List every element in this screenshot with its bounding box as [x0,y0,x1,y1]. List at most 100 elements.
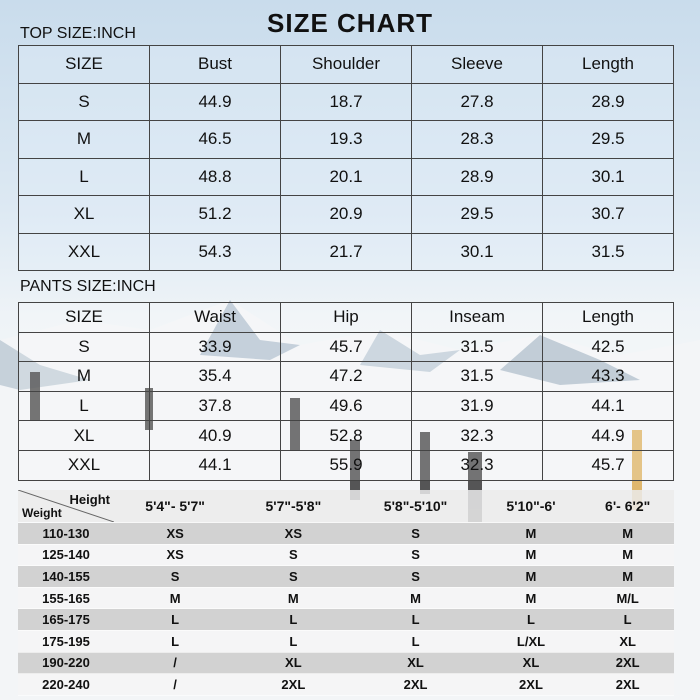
table-cell: 55.9 [280,449,412,481]
table-cell: M [480,565,582,588]
table-cell: 2XL [480,673,582,696]
table-cell: 30.1 [411,232,543,271]
table-cell: 49.6 [280,390,412,422]
table-row: 110-130 XS XS S M M [18,522,674,545]
weight-range-cell: 110-130 [18,522,114,545]
table-row: XL 51.2 20.9 29.5 30.7 [18,195,674,234]
table-row: M 35.4 47.2 31.5 43.3 [18,361,674,392]
table-cell: 32.3 [411,420,543,451]
table-cell: M [480,587,582,610]
table-cell: S [350,522,481,545]
table-row: L 37.8 49.6 31.9 44.1 [18,390,674,422]
table-header-row: SIZE Waist Hip Inseam Length [18,302,674,333]
table-cell: 29.5 [411,195,543,234]
table-cell: 43.3 [542,361,674,392]
table-cell: L [114,630,237,653]
table-cell: 20.1 [280,157,412,196]
header-cell: SIZE [18,45,150,84]
table-cell: L [236,608,351,631]
header-cell: SIZE [18,302,150,333]
table-cell: 48.8 [149,157,281,196]
table-cell: L [114,608,237,631]
table-cell: M/L [581,587,674,610]
table-cell: M [581,544,674,567]
table-cell: XXL [18,449,150,481]
table-cell: 33.9 [149,331,281,363]
table-row: L 48.8 20.1 28.9 30.1 [18,157,674,196]
height-range-header: 5'10"-6' [480,490,582,523]
table-cell: L [18,390,150,422]
table-cell: 2XL [581,673,674,696]
table-cell: 44.9 [149,82,281,121]
table-cell: 45.7 [280,331,412,363]
table-cell: 46.5 [149,120,281,159]
table-cell: 28.9 [411,157,543,196]
height-range-header: 5'8"-5'10" [350,490,481,523]
table-cell: / [114,673,237,696]
pants-size-label: PANTS SIZE:INCH [20,278,156,295]
table-cell: S [236,565,351,588]
table-cell: 37.8 [149,390,281,422]
table-cell: 30.7 [542,195,674,234]
table-cell: S [350,565,481,588]
table-cell: 21.7 [280,232,412,271]
height-range-header: 5'4"- 5'7" [114,490,237,523]
table-row: XL 40.9 52.8 32.3 44.9 [18,420,674,451]
header-cell: Hip [280,302,412,333]
table-cell: 31.5 [411,331,543,363]
table-row: 125-140 XS S S M M [18,544,674,567]
table-cell: 52.8 [280,420,412,451]
weight-label: Weight [22,506,62,520]
height-weight-fit-table: Height Weight 5'4"- 5'7" 5'7"-5'8" 5'8"-… [18,490,674,696]
table-cell: 19.3 [280,120,412,159]
height-weight-corner-cell: Height Weight [18,490,114,523]
table-cell: 31.9 [411,390,543,422]
diagonal-divider [18,490,114,522]
table-cell: 20.9 [280,195,412,234]
table-cell: 35.4 [149,361,281,392]
weight-range-cell: 125-140 [18,544,114,567]
table-cell: 54.3 [149,232,281,271]
table-cell: 51.2 [149,195,281,234]
table-cell: S [114,565,237,588]
table-row: XXL 54.3 21.7 30.1 31.5 [18,232,674,271]
table-cell: M [350,587,481,610]
table-cell: 44.9 [542,420,674,451]
table-cell: / [114,652,237,675]
table-cell: S [18,331,150,363]
top-size-label: TOP SIZE:INCH [20,25,136,42]
table-cell: S [350,544,481,567]
table-cell: XL [350,652,481,675]
height-label: Height [69,492,110,507]
weight-range-cell: 175-195 [18,630,114,653]
table-cell: 29.5 [542,120,674,159]
header-cell: Waist [149,302,281,333]
weight-range-cell: 165-175 [18,608,114,631]
table-header-row: Height Weight 5'4"- 5'7" 5'7"-5'8" 5'8"-… [18,490,674,523]
table-cell: 45.7 [542,449,674,481]
table-cell: L [350,608,481,631]
table-row: 175-195 L L L L/XL XL [18,630,674,653]
table-cell: 2XL [581,652,674,675]
table-cell: 47.2 [280,361,412,392]
table-row: XXL 44.1 55.9 32.3 45.7 [18,449,674,481]
table-row: 165-175 L L L L L [18,608,674,631]
table-cell: 30.1 [542,157,674,196]
table-cell: L [480,608,582,631]
table-cell: XL [480,652,582,675]
table-cell: M [18,361,150,392]
table-cell: 40.9 [149,420,281,451]
header-cell: Sleeve [411,45,543,84]
header-cell: Shoulder [280,45,412,84]
height-range-header: 5'7"-5'8" [236,490,351,523]
table-cell: S [236,544,351,567]
table-row: 155-165 M M M M M/L [18,587,674,610]
table-cell: L/XL [480,630,582,653]
table-cell: 32.3 [411,449,543,481]
table-cell: M [480,544,582,567]
weight-range-cell: 155-165 [18,587,114,610]
pants-size-table: SIZE Waist Hip Inseam Length S 33.9 45.7… [18,302,674,481]
header-cell: Inseam [411,302,543,333]
table-cell: M [236,587,351,610]
table-cell: XL [236,652,351,675]
